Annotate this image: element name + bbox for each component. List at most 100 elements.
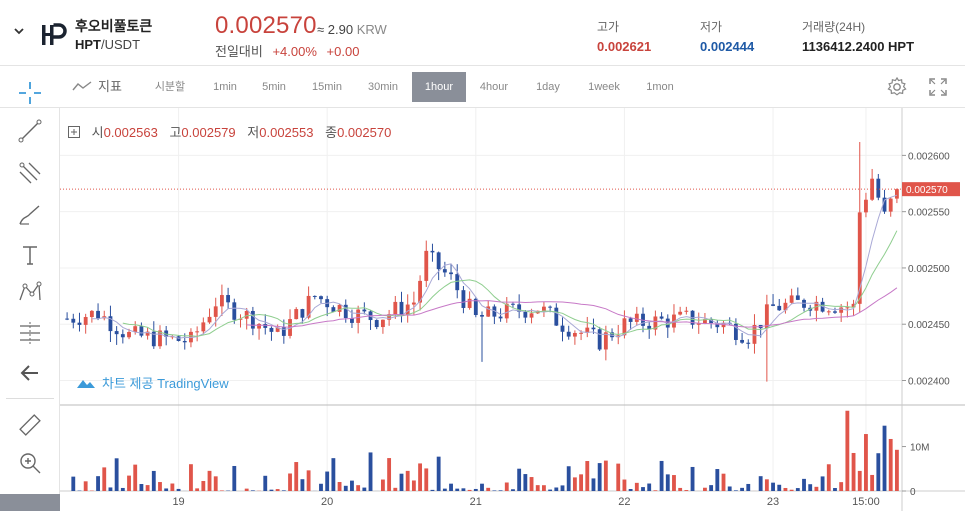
tf-30min[interactable]: 30min [368,81,398,93]
price-tick-label: 0.002550 [908,208,950,219]
volume-bar [207,470,212,491]
volume-bar [139,484,144,491]
volume-bar [411,480,416,491]
fib-icon[interactable] [17,160,43,186]
tf-15min[interactable]: 15min [312,81,342,93]
candle-body [777,305,782,311]
candlestick-chart[interactable]: 0.002570 0.002600 0.002550 0.002500 0.002450… [60,108,965,511]
volume-bar [387,458,392,491]
candle-body [120,334,125,338]
volume-bar [690,466,695,491]
candle-body [548,306,553,308]
tf-1hour[interactable]: 1hour [412,72,466,102]
candle-body [467,298,472,308]
ma-line-10 [122,230,898,337]
tf-1mon[interactable]: 1mon [646,81,674,93]
candle-body [486,306,491,317]
time-tick-label: 20 [321,496,333,508]
pattern-icon[interactable] [17,280,43,306]
price-tick-label: 0.002400 [908,376,950,387]
tf-4hour[interactable]: 4hour [479,81,509,93]
volume-bar [108,487,113,491]
candle-body [281,327,286,336]
volume-bar [709,485,714,491]
candle-body [684,310,689,312]
volume-bar [449,483,453,491]
candle-body [560,325,565,332]
indicator-button[interactable]: 지표 [98,79,122,94]
daily-change: 전일대비 +4.00% +0.00 [215,41,359,60]
tf-1min[interactable]: 1min [213,81,237,93]
market-header: 후오비풀토큰 HPT/USDT 0.002570 ≈ 2.90 KRW 전일대비… [0,0,965,66]
candle-body [870,178,875,200]
brush-icon[interactable] [17,202,43,228]
tf-1week[interactable]: 1week [588,81,620,93]
price-tick-label: 0.002450 [908,320,950,331]
candle-body [257,324,261,329]
volume-bar [300,479,305,491]
tradingview-watermark[interactable]: 차트 제공 TradingView [76,373,229,392]
back-arrow-icon[interactable] [17,360,43,386]
tf-5min[interactable]: 5min [262,81,286,93]
volume-bar [703,487,707,491]
volume-bar [603,460,608,491]
candle-body [529,313,534,318]
tf-1day[interactable]: 1day [536,81,560,93]
candle-body [89,310,94,318]
candle-body [647,325,652,330]
settings-gear-icon[interactable] [886,76,908,98]
candle-body [219,295,224,307]
candle-body [517,304,522,312]
volume-bar [684,490,689,491]
volume-bar [783,487,788,491]
volume-bar [833,488,837,491]
trading-pair: HPT/USDT [75,37,141,52]
fullscreen-icon[interactable] [928,77,948,97]
crosshair-icon[interactable] [17,80,43,106]
ruler-icon[interactable] [17,412,43,438]
candle-body [566,331,571,337]
volume-bar [133,464,138,491]
volume-bar [851,452,856,491]
candle-body [542,306,546,311]
volume-bar [158,482,162,491]
candle-body [802,299,806,308]
volume-bar [424,468,429,491]
volume-bar [201,480,206,491]
volume-bar [548,489,553,491]
candle-body [585,327,590,333]
measure-lines-icon[interactable] [17,320,43,346]
candle-body [498,316,503,319]
chart-toolbar: 지표 시분할 1min 5min 15min 30min 1hour 4hour… [0,66,965,108]
candle-body [127,331,131,338]
candle-body [399,301,404,316]
tf-time-share[interactable]: 시분할 [154,81,186,93]
text-icon[interactable] [17,242,43,268]
candle-body [387,314,392,320]
volume-bar [213,476,218,491]
stat-high-value: 0.002621 [597,39,652,54]
volume-bar [467,489,472,491]
trend-line-icon[interactable] [17,118,43,144]
candle-body [65,318,70,320]
candle-body [331,307,336,312]
volume-bar [498,490,503,491]
candle-body [158,330,162,347]
volume-bar [876,453,881,491]
candle-body [356,309,361,323]
zoom-icon[interactable] [17,450,43,476]
volume-bar [473,488,478,491]
high-label: 고 [169,125,182,140]
legend-expand-icon[interactable] [68,126,80,138]
chevron-down-icon[interactable] [12,24,26,38]
candle-body [876,178,881,198]
volume-bar [808,484,813,491]
volume-bar [721,473,726,491]
indicator-icon[interactable] [72,80,92,94]
collapse-toolbar-button[interactable] [0,494,60,511]
candle-body [511,303,515,305]
candle-body [833,311,837,313]
candle-body [851,303,856,308]
volume-bar [455,488,460,491]
coin-name: 후오비풀토큰 [75,18,153,34]
